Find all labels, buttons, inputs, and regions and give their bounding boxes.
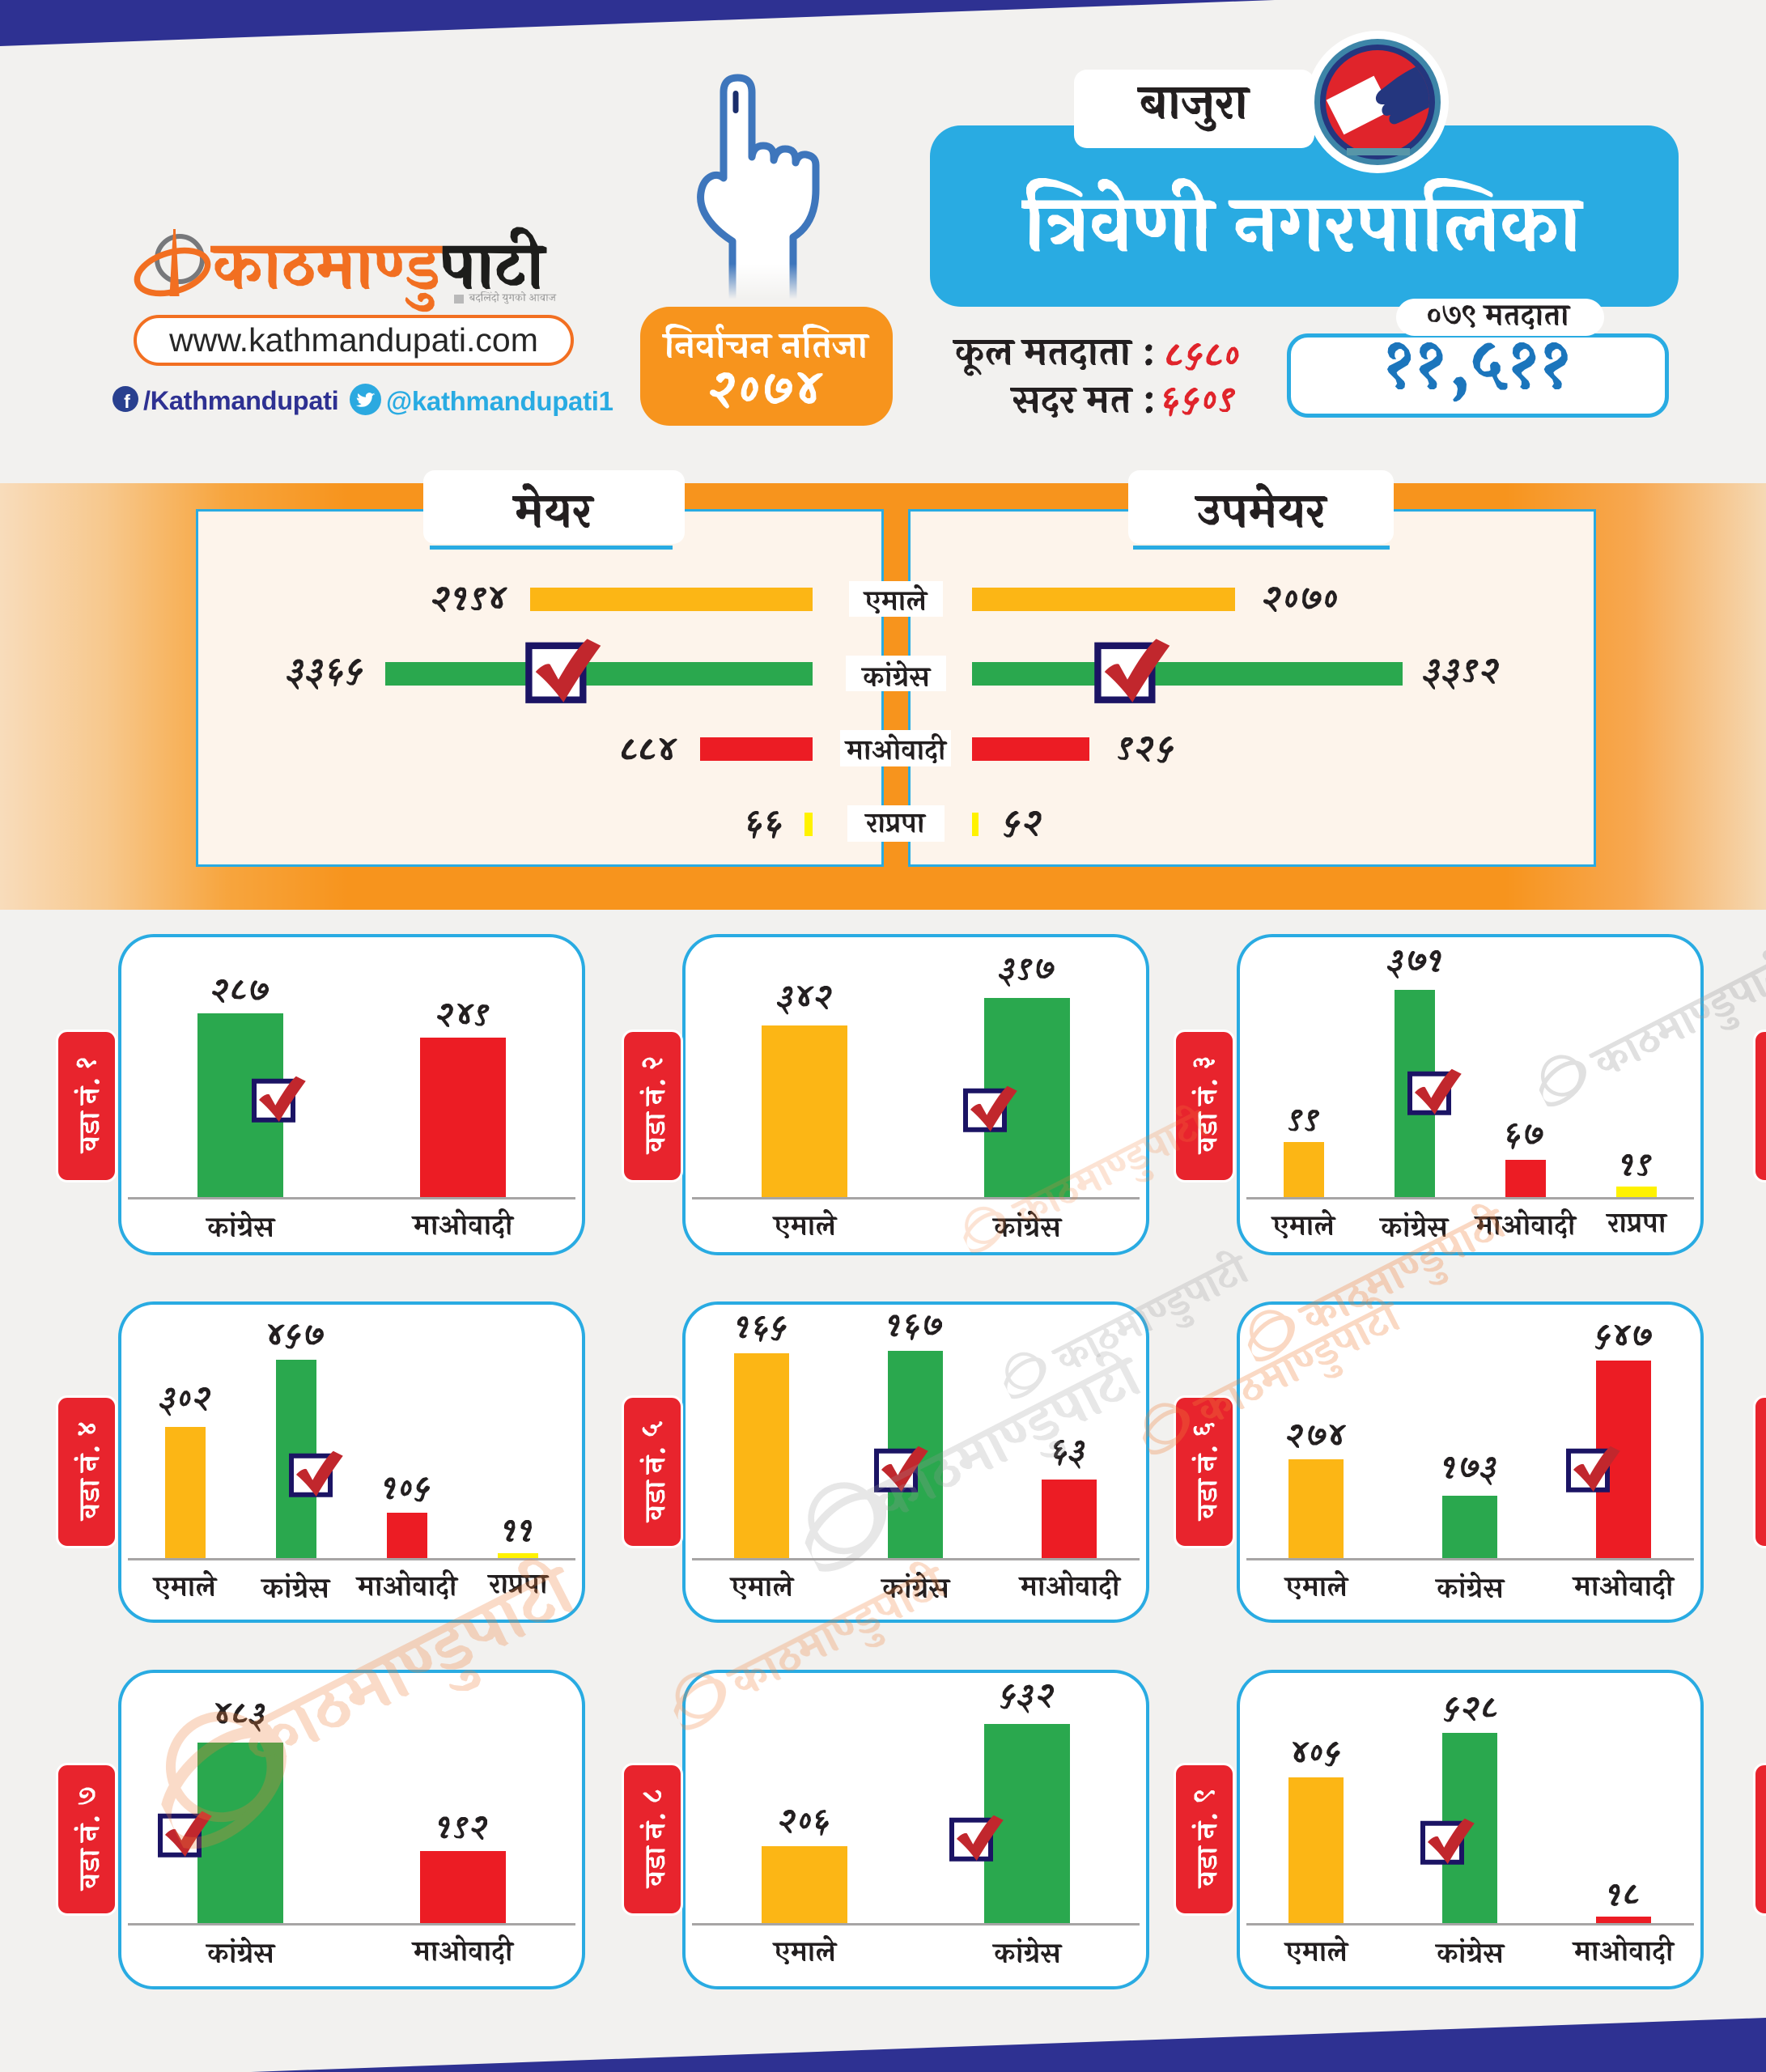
- svg-text:f: f: [124, 391, 130, 412]
